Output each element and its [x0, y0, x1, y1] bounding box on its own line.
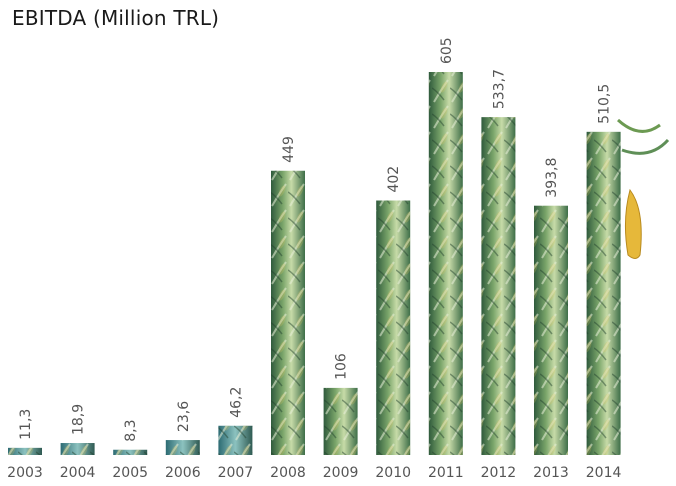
x-tick-2013: 2013 — [533, 465, 569, 481]
data-label-2007: 46,2 — [228, 387, 244, 418]
x-tick-2014: 2014 — [586, 465, 622, 481]
x-tick-2009: 2009 — [323, 465, 359, 481]
bar-texture-2006 — [165, 440, 200, 455]
x-tick-2007: 2007 — [218, 465, 254, 481]
x-tick-2011: 2011 — [428, 465, 464, 481]
data-label-2012: 533,7 — [491, 69, 507, 109]
x-tick-labels-group: 2003 2004 2005 2006 2007 2008 2009 2010 2011 2012… — [7, 465, 621, 481]
data-label-2011: 605 — [439, 37, 455, 64]
bar-texture-2011 — [428, 72, 463, 455]
data-label-2003: 11,3 — [18, 409, 34, 440]
x-tick-2008: 2008 — [270, 465, 306, 481]
x-tick-2006: 2006 — [165, 465, 201, 481]
bar-texture-2007 — [218, 425, 253, 455]
data-label-2010: 402 — [386, 166, 402, 193]
data-label-2004: 18,9 — [71, 404, 87, 435]
data-label-2005: 8,3 — [123, 419, 139, 441]
x-tick-2003: 2003 — [7, 465, 43, 481]
data-label-2014: 510,5 — [597, 84, 613, 124]
data-label-2008: 449 — [281, 136, 297, 163]
bar-texture-2003 — [8, 447, 42, 455]
data-label-2013: 393,8 — [544, 158, 560, 198]
bar-texture-2014 — [586, 131, 621, 455]
bars-group — [8, 72, 621, 455]
bar-texture-2008 — [271, 170, 305, 455]
x-tick-2004: 2004 — [60, 465, 96, 481]
bar-texture-2010 — [376, 200, 411, 455]
data-label-2006: 23,6 — [176, 401, 192, 432]
bar-texture-2012 — [481, 117, 516, 455]
chart-title: EBITDA (Million TRL) — [12, 6, 220, 30]
x-tick-2010: 2010 — [375, 465, 411, 481]
bar-texture-2004 — [60, 443, 95, 455]
x-tick-2012: 2012 — [481, 465, 517, 481]
bar-texture-2005 — [113, 449, 148, 455]
bar-texture-2013 — [534, 205, 568, 455]
corn-cob-illustration — [616, 118, 670, 259]
data-labels-group: 11,3 18,9 8,3 23,6 46,2 449 106 402 605 533,7 393,… — [18, 37, 613, 441]
x-tick-2005: 2005 — [112, 465, 148, 481]
data-label-2009: 106 — [334, 353, 350, 380]
bar-texture-2009 — [323, 387, 358, 455]
